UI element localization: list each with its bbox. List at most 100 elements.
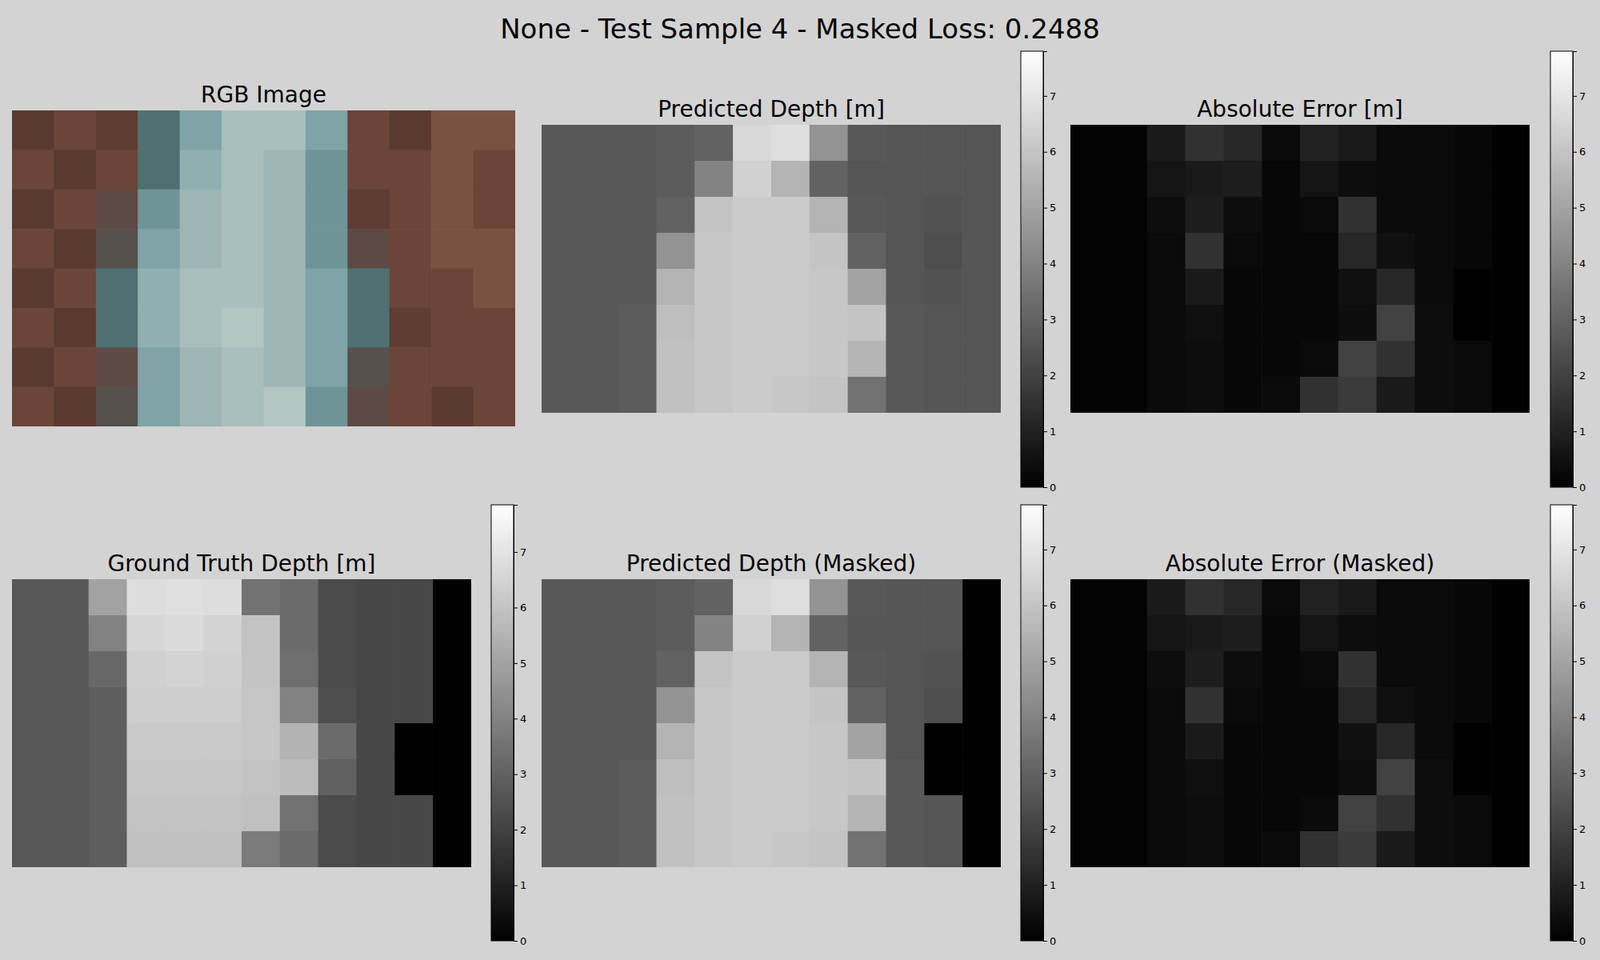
cell [809,615,848,652]
tick-mark [513,552,518,553]
cell [1223,615,1262,652]
cell [280,651,319,688]
cell [924,124,963,162]
cell [771,196,810,234]
cell [1491,651,1530,688]
tick: 6 [513,601,527,614]
tick-label: 1 [1579,425,1586,438]
cell [1223,579,1262,616]
cell [1452,232,1492,270]
tick-label: 0 [1579,935,1586,948]
tick-mark [1572,96,1577,97]
tick: 3 [1572,313,1586,326]
cell [924,579,963,616]
cell [1261,376,1300,413]
cell [88,615,128,652]
tick-label: 4 [1049,711,1056,724]
cell [1070,723,1109,760]
cell [1108,304,1148,342]
cell [50,651,89,688]
panel-title: Predicted Depth [m] [657,96,885,123]
cell [732,160,772,198]
cell [1338,723,1377,760]
cell [771,795,810,832]
cell [1070,124,1109,162]
tick: 1 [1572,879,1586,892]
cell [962,687,1001,724]
tick: 2 [1572,823,1586,836]
cell [848,651,887,688]
tick: 1 [1043,879,1056,892]
cell [1070,651,1109,688]
tick-mark [1572,605,1577,607]
cell [164,579,204,616]
cell [1452,196,1492,234]
cell [1300,268,1339,306]
tick-mark [1572,487,1577,488]
cell [924,268,963,306]
cell [1185,759,1224,796]
cell [848,831,887,868]
cell [656,376,696,413]
cell [1185,268,1224,306]
cell [1338,831,1377,868]
tick-mark [1043,319,1048,320]
cell [924,615,963,652]
cell [1491,160,1530,198]
cell [618,579,657,616]
cell [1070,268,1109,306]
cell [732,376,772,413]
cell [203,615,242,652]
cell [394,615,433,652]
colorbar-axis-line [1044,505,1048,942]
cell [221,347,264,388]
cell [694,687,733,724]
cell [1300,304,1339,342]
cell [580,759,619,796]
cell [848,795,887,832]
cell [809,579,848,616]
cell [1223,124,1262,162]
cell [580,160,619,198]
cell [618,651,657,688]
cell [264,149,307,190]
cell [618,232,657,270]
cell [1452,160,1492,198]
cell [12,687,51,724]
cell [1147,759,1186,796]
tick: 5 [1043,655,1056,668]
cell [1223,376,1262,413]
cell [1300,160,1339,198]
cell [180,268,223,309]
cell [1300,759,1339,796]
cell [732,579,772,616]
tick-mark [1043,375,1048,376]
cell [924,759,963,796]
cell [1338,232,1377,270]
cell [1147,687,1186,724]
cell [618,376,657,413]
cell [50,723,89,760]
cell [305,387,348,427]
tick-mark [1572,940,1577,942]
cell [886,795,925,832]
cell [962,304,1001,342]
tick-mark [1043,208,1048,209]
cells [1070,124,1530,413]
cell [1300,124,1339,162]
colorbar-axis-line [1044,52,1048,488]
cell [962,723,1001,760]
cell [389,387,432,427]
cell [618,124,657,162]
cell [962,124,1001,162]
cells [12,579,472,868]
cell [541,232,580,270]
cell [848,304,887,342]
tick-label: 7 [1049,90,1056,103]
cell [1261,831,1300,868]
tick-label: 1 [1049,879,1056,892]
panel: Predicted Depth (Masked)01234567 [541,504,1056,948]
colorbar: 01234567 [1550,504,1586,948]
cell [347,149,390,190]
cell [771,232,810,270]
